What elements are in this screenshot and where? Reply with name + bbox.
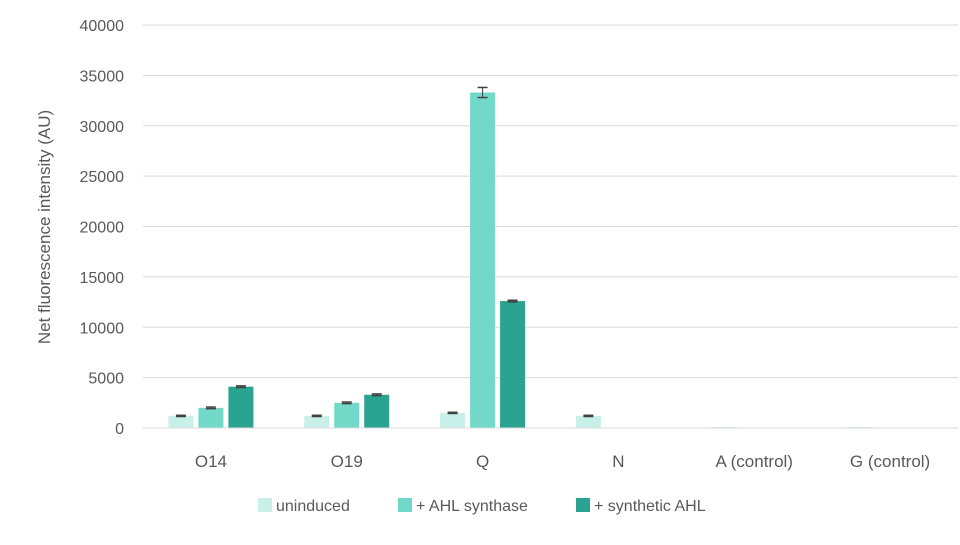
y-tick-label: 30000 — [80, 119, 125, 136]
bar-1-2 — [364, 394, 390, 428]
y-axis-ticks: 0 5000 10000 15000 20000 25000 30000 35000 40000 — [80, 18, 125, 438]
legend: uninduced + AHL synthase + synthetic AHL — [258, 498, 706, 515]
x-category-label: O14 — [195, 452, 227, 471]
legend-item-2: + synthetic AHL — [576, 498, 706, 515]
x-axis-categories: O14 O19 Q N A (control) G (control) — [195, 452, 930, 471]
x-category-label: Q — [476, 452, 489, 471]
x-category-label: G (control) — [850, 452, 930, 471]
x-category-label: O19 — [331, 452, 363, 471]
y-axis-title: Net fluorescence intensity (AU) — [35, 110, 54, 344]
error-bar-2-0 — [447, 411, 458, 415]
gridlines — [143, 24, 958, 379]
y-tick-label: 25000 — [80, 169, 125, 186]
x-category-label: N — [612, 452, 624, 471]
legend-swatch — [258, 498, 272, 512]
legend-item-1: + AHL synthase — [398, 498, 528, 515]
bar-0-2 — [228, 386, 254, 428]
y-tick-label: 35000 — [80, 68, 125, 85]
bar-4-0 — [711, 426, 737, 428]
bar-1-1 — [334, 402, 360, 428]
y-tick-label: 15000 — [80, 270, 125, 287]
error-bar-3-0 — [583, 414, 594, 418]
y-tick-label: 20000 — [80, 220, 125, 237]
bar-2-0 — [440, 412, 466, 428]
legend-item-0: uninduced — [258, 498, 350, 515]
legend-label: + AHL synthase — [416, 498, 528, 515]
error-bar-0-0 — [175, 414, 186, 418]
legend-swatch — [576, 498, 590, 512]
x-category-label: A (control) — [716, 452, 793, 471]
error-bar-1-2 — [371, 393, 382, 397]
bar-0-1 — [198, 407, 224, 428]
bar-0-0 — [168, 415, 194, 428]
bar-3-0 — [575, 415, 601, 428]
error-bars — [175, 86, 594, 418]
legend-label: + synthetic AHL — [594, 498, 706, 515]
error-bar-0-2 — [235, 385, 246, 389]
error-bar-1-0 — [311, 414, 322, 418]
bars — [168, 92, 873, 428]
error-bar-2-1 — [477, 86, 488, 99]
error-bar-2-2 — [507, 299, 518, 303]
legend-label: uninduced — [276, 498, 350, 515]
bar-1-0 — [304, 415, 330, 428]
legend-swatch — [398, 498, 412, 512]
error-bar-0-1 — [205, 406, 216, 410]
bar-5-0 — [847, 426, 873, 428]
bar-2-1 — [470, 92, 496, 428]
y-tick-label: 5000 — [88, 371, 124, 388]
bar-2-2 — [500, 301, 526, 428]
y-tick-label: 10000 — [80, 320, 125, 337]
y-tick-label: 0 — [115, 421, 124, 438]
error-bar-1-1 — [341, 401, 352, 405]
y-tick-label: 40000 — [80, 18, 125, 35]
